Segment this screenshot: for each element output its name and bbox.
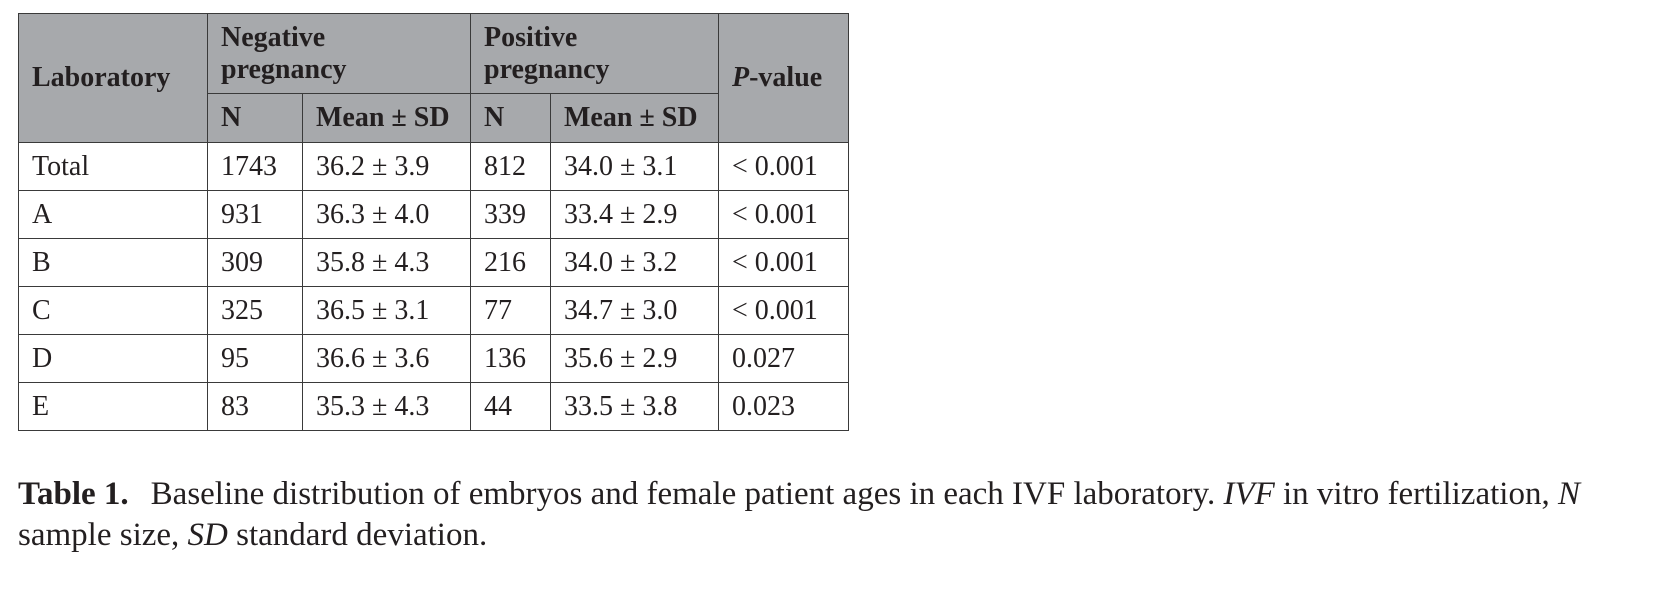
caption-abbr-n: N [1557, 476, 1580, 512]
caption-text: Baseline distribution of embryos and fem… [150, 476, 1224, 512]
table-row: D 95 36.6 ± 3.6 136 35.6 ± 2.9 0.027 [18, 334, 849, 383]
header-negative-pregnancy: Negative pregnancy [207, 13, 471, 94]
table-caption: Table 1. Baseline distribution of embryos… [18, 474, 1638, 556]
cell-negative-mean-sd: 36.2 ± 3.9 [302, 142, 471, 191]
header-positive-mean-sd: Mean ± SD [550, 93, 719, 143]
cell-positive-n: 339 [470, 190, 551, 239]
table-row: A 931 36.3 ± 4.0 339 33.4 ± 2.9 < 0.001 [18, 190, 849, 239]
table-header: Laboratory Negative pregnancy Positive p… [18, 13, 849, 143]
cell-positive-n: 216 [470, 238, 551, 287]
caption-text: sample size, [18, 517, 188, 553]
header-positive-pregnancy: Positive pregnancy [470, 13, 719, 94]
results-table: Laboratory Negative pregnancy Positive p… [18, 13, 849, 431]
table-body: Total 1743 36.2 ± 3.9 812 34.0 ± 3.1 < 0… [18, 142, 849, 431]
cell-negative-n: 931 [207, 190, 303, 239]
cell-negative-n: 1743 [207, 142, 303, 191]
cell-laboratory: C [18, 286, 208, 335]
header-laboratory: Laboratory [18, 13, 208, 143]
header-negative-mean-sd: Mean ± SD [302, 93, 471, 143]
cell-negative-n: 83 [207, 382, 303, 431]
cell-positive-mean-sd: 34.0 ± 3.2 [550, 238, 719, 287]
cell-negative-mean-sd: 36.6 ± 3.6 [302, 334, 471, 383]
table-row: E 83 35.3 ± 4.3 44 33.5 ± 3.8 0.023 [18, 382, 849, 431]
cell-positive-mean-sd: 34.0 ± 3.1 [550, 142, 719, 191]
caption-abbr-sd: SD [187, 517, 228, 553]
header-p-value: P-value [718, 13, 849, 143]
header-negative-n: N [207, 93, 303, 143]
cell-p-value: 0.027 [718, 334, 849, 383]
header-row-subcolumns: N Mean ± SD N Mean ± SD [19, 93, 849, 143]
cell-laboratory: D [18, 334, 208, 383]
cell-p-value: 0.023 [718, 382, 849, 431]
cell-laboratory: E [18, 382, 208, 431]
cell-p-value: < 0.001 [718, 286, 849, 335]
header-row-groups: Laboratory Negative pregnancy Positive p… [18, 13, 849, 143]
table-row: Total 1743 36.2 ± 3.9 812 34.0 ± 3.1 < 0… [18, 142, 849, 191]
cell-negative-mean-sd: 35.3 ± 4.3 [302, 382, 471, 431]
header-p-value-rest: -value [749, 62, 823, 93]
cell-positive-n: 44 [470, 382, 551, 431]
cell-positive-mean-sd: 34.7 ± 3.0 [550, 286, 719, 335]
cell-p-value: < 0.001 [718, 142, 849, 191]
cell-positive-mean-sd: 33.4 ± 2.9 [550, 190, 719, 239]
caption-text: standard deviation. [227, 517, 488, 553]
cell-negative-mean-sd: 36.3 ± 4.0 [302, 190, 471, 239]
cell-negative-mean-sd: 35.8 ± 4.3 [302, 238, 471, 287]
table-row: B 309 35.8 ± 4.3 216 34.0 ± 3.2 < 0.001 [18, 238, 849, 287]
cell-negative-n: 95 [207, 334, 303, 383]
cell-laboratory: B [18, 238, 208, 287]
cell-positive-mean-sd: 33.5 ± 3.8 [550, 382, 719, 431]
cell-p-value: < 0.001 [718, 190, 849, 239]
caption-label: Table 1. [18, 476, 129, 512]
cell-laboratory: Total [18, 142, 208, 191]
cell-positive-n: 77 [470, 286, 551, 335]
cell-negative-n: 309 [207, 238, 303, 287]
table-row: C 325 36.5 ± 3.1 77 34.7 ± 3.0 < 0.001 [18, 286, 849, 335]
cell-negative-mean-sd: 36.5 ± 3.1 [302, 286, 471, 335]
header-p-value-italic: P [732, 62, 750, 93]
cell-p-value: < 0.001 [718, 238, 849, 287]
cell-laboratory: A [18, 190, 208, 239]
caption-text: in vitro fertilization, [1274, 476, 1558, 512]
cell-positive-n: 136 [470, 334, 551, 383]
cell-negative-n: 325 [207, 286, 303, 335]
cell-positive-n: 812 [470, 142, 551, 191]
caption-abbr-ivf: IVF [1223, 476, 1275, 512]
header-positive-n: N [470, 93, 551, 143]
cell-positive-mean-sd: 35.6 ± 2.9 [550, 334, 719, 383]
